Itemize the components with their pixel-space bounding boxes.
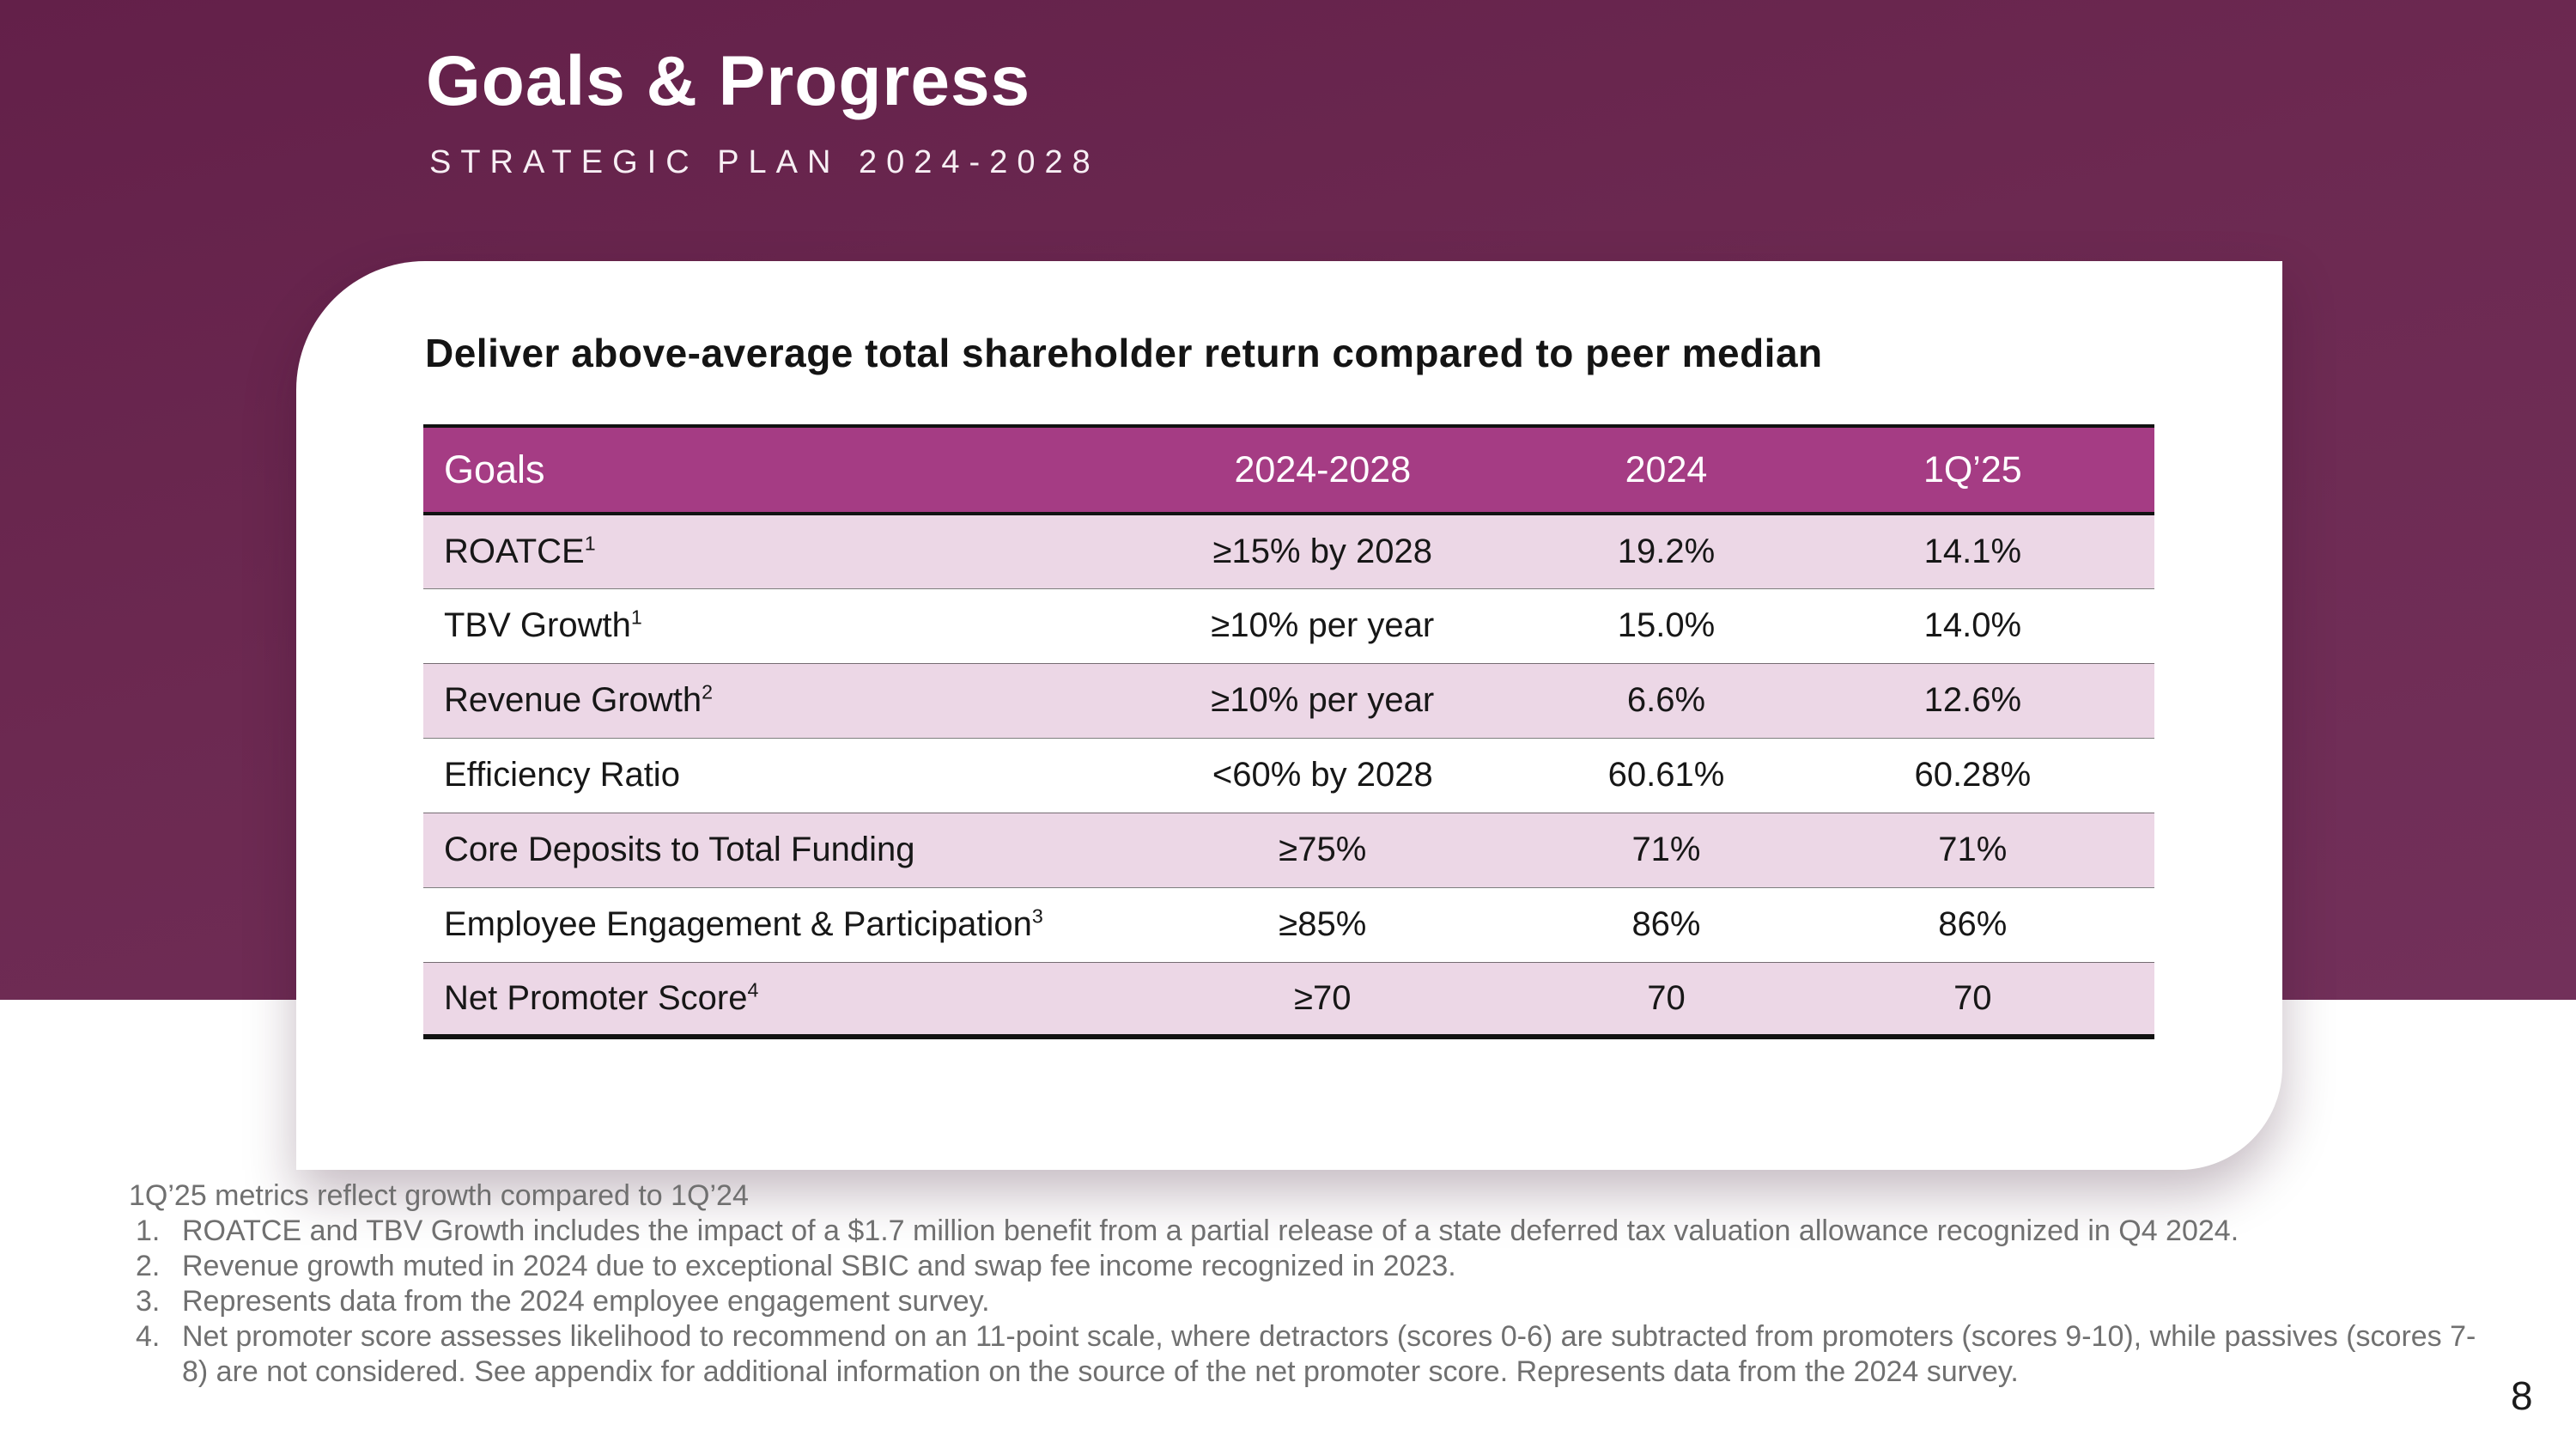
table-row: Employee Engagement & Participation3 ≥85%… — [423, 887, 2154, 962]
goal-target: ≥70 — [1294, 978, 1352, 1017]
goal-target: <60% by 2028 — [1212, 756, 1433, 794]
footnote-item: 3. Represents data from the 2024 employee… — [129, 1284, 2482, 1319]
goal-1q25-value: 60.28% — [1914, 756, 2032, 794]
goal-2024-value: 15.0% — [1617, 606, 1716, 644]
goal-label: ROATCE1 — [444, 532, 596, 570]
goal-target: ≥85% — [1279, 905, 1367, 943]
goals-table-body: ROATCE1 ≥15% by 2028 19.2% 14.1% TBV Growth1… — [423, 514, 2154, 1037]
goal-2024-value: 71% — [1631, 831, 1701, 868]
goal-1q25-value: 14.1% — [1923, 532, 2022, 570]
footnote-number: 2. — [136, 1250, 161, 1282]
goal-2024-value: 19.2% — [1617, 532, 1716, 570]
card-heading: Deliver above-average total shareholder … — [425, 331, 1823, 375]
footnote-number: 3. — [136, 1285, 161, 1318]
table-row: ROATCE1 ≥15% by 2028 19.2% 14.1% — [423, 514, 2154, 588]
goal-label: Efficiency Ratio — [444, 756, 680, 794]
goals-table: Goals 2024-2028 2024 1Q’25 ROATCE1 ≥15% b… — [423, 424, 2154, 1039]
goal-2024-value: 86% — [1631, 905, 1701, 943]
column-header-2024: 2024 — [1625, 448, 1708, 490]
column-header-goals: Goals — [444, 447, 545, 491]
footnote-marker: 3 — [1031, 904, 1043, 928]
goals-table-header: Goals 2024-2028 2024 1Q’25 — [423, 426, 2154, 514]
footnote-marker: 2 — [702, 680, 714, 703]
content-card: Deliver above-average total shareholder … — [296, 261, 2282, 1170]
goal-2024-value: 60.61% — [1607, 756, 1725, 794]
goal-label: TBV Growth1 — [444, 606, 642, 644]
table-row: Revenue Growth2 ≥10% per year 6.6% 12.6% — [423, 663, 2154, 738]
footnotes-block: 1Q’25 metrics reflect growth compared to… — [129, 1178, 2482, 1390]
page-number: 8 — [2511, 1373, 2533, 1418]
footnote-marker: 4 — [747, 978, 759, 1002]
goal-target: ≥10% per year — [1211, 606, 1435, 644]
goal-1q25-value: 70 — [1953, 978, 1992, 1017]
goal-target: ≥10% per year — [1211, 681, 1435, 719]
goal-target: ≥15% by 2028 — [1212, 532, 1433, 570]
goal-target: ≥75% — [1279, 831, 1367, 868]
header-row: Goals 2024-2028 2024 1Q’25 — [423, 426, 2154, 514]
goal-label: Core Deposits to Total Funding — [444, 831, 915, 868]
column-header-2024-2028: 2024-2028 — [1234, 448, 1412, 490]
goal-2024-value: 6.6% — [1626, 681, 1706, 719]
table-row: Net Promoter Score4 ≥70 70 70 — [423, 962, 2154, 1037]
footnote-number: 1. — [136, 1215, 161, 1247]
footnote-marker: 1 — [584, 532, 596, 555]
goal-1q25-value: 86% — [1938, 905, 2008, 943]
footnote-intro: 1Q’25 metrics reflect growth compared to… — [129, 1179, 749, 1212]
table-row: Core Deposits to Total Funding ≥75% 71% 71% — [423, 813, 2154, 887]
slide-subtitle: STRATEGIC PLAN 2024-2028 — [429, 144, 1100, 180]
goal-1q25-value: 12.6% — [1923, 681, 2022, 719]
table-row: Efficiency Ratio <60% by 2028 60.61% 60.28% — [423, 738, 2154, 813]
goal-label: Revenue Growth2 — [444, 680, 714, 719]
footnote-text: Represents data from the 2024 employee e… — [182, 1285, 990, 1318]
footnote-number: 4. — [136, 1320, 161, 1353]
slide-title: Goals & Progress — [426, 42, 1031, 120]
footnote-text: Revenue growth muted in 2024 due to exce… — [182, 1250, 1456, 1282]
footnote-text: Net promoter score assesses likelihood t… — [182, 1320, 2476, 1388]
goal-label: Employee Engagement & Participation3 — [444, 904, 1043, 943]
footnote-text: ROATCE and TBV Growth includes the impac… — [182, 1215, 2239, 1247]
table-row: TBV Growth1 ≥10% per year 15.0% 14.0% — [423, 588, 2154, 663]
goal-1q25-value: 14.0% — [1923, 606, 2022, 644]
footnote-item: 4. Net promoter score assesses likelihood… — [129, 1319, 2482, 1390]
goal-1q25-value: 71% — [1938, 831, 2008, 868]
footnote-item: 2. Revenue growth muted in 2024 due to ex… — [129, 1249, 2482, 1284]
footnote-item: 1. ROATCE and TBV Growth includes the imp… — [129, 1214, 2482, 1249]
goal-2024-value: 70 — [1647, 978, 1686, 1017]
footnote-marker: 1 — [630, 606, 642, 629]
column-header-1q25: 1Q’25 — [1923, 448, 2022, 490]
goal-label: Net Promoter Score4 — [444, 978, 759, 1017]
footnote-list: 1. ROATCE and TBV Growth includes the imp… — [129, 1214, 2482, 1390]
